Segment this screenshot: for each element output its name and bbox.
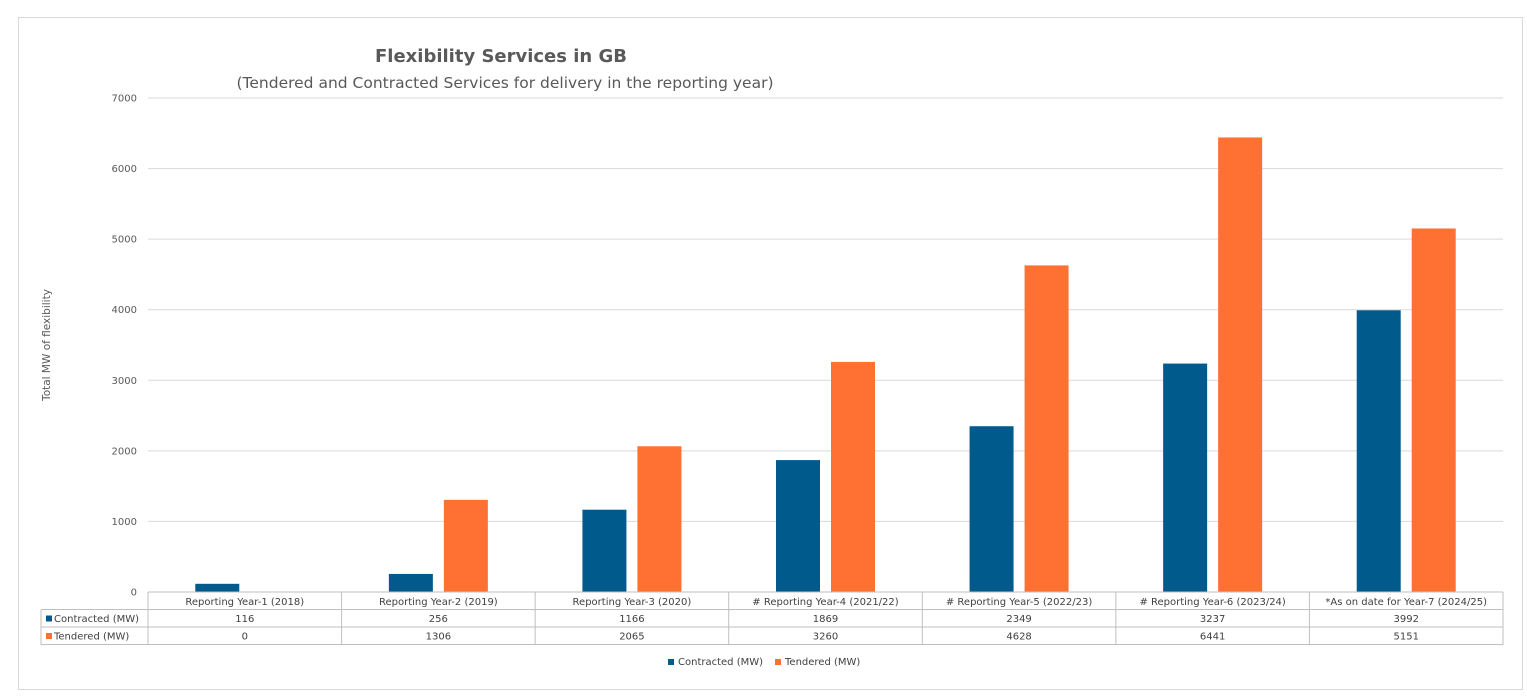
y-tick-label: 5000 [112,235,137,246]
bar-contracted [776,460,820,592]
x-tick-label: # Reporting Year-5 (2022/23) [946,597,1092,608]
y-tick-label: 7000 [112,94,137,105]
table-cell: 3237 [1200,614,1225,625]
bar-contracted [582,509,627,592]
bar-contracted [388,573,433,592]
chart-subtitle: (Tendered and Contracted Services for de… [237,74,774,92]
data-table: Reporting Year-1 (2018) Reporting Year-2 … [40,591,1504,645]
x-tick-label: *As on date for Year-7 (2024/25) [1325,597,1487,608]
chart-title: Flexibility Services in GB [375,46,627,67]
bar-tendered [637,446,682,592]
table-legend-key [46,615,52,622]
gridlines [148,97,1503,593]
y-tick-label: 4000 [112,305,137,316]
legend-label: Contracted (MW) [678,657,763,668]
y-tick-label: 2000 [112,446,137,457]
table-row-label: Tendered (MW) [53,632,129,643]
table-cell: 1869 [813,614,838,625]
x-tick-label: # Reporting Year-6 (2023/24) [1139,597,1285,608]
table-cell: 1166 [619,614,644,625]
y-axis-label: Total MW of flexibility [41,289,53,402]
bar-tendered [1218,137,1263,592]
bar-contracted [1356,310,1401,592]
y-tick-label: 0 [131,588,137,599]
bar-contracted [1163,363,1208,592]
y-tick-labels: 0 1000 2000 3000 4000 5000 6000 7000 [112,94,137,599]
bar-tendered [443,499,488,592]
x-tick-label: Reporting Year-2 (2019) [379,597,498,608]
table-cell: 4628 [1006,632,1031,643]
bars [195,137,1456,592]
table-cell: 5151 [1393,632,1418,643]
table-cell: 3992 [1393,614,1418,625]
legend-label: Tendered (MW) [784,657,860,668]
table-cell: 1306 [426,632,451,643]
table-cell: 116 [235,614,254,625]
bar-contracted [969,426,1014,592]
bar-tendered [1411,228,1456,592]
x-tick-label: Reporting Year-1 (2018) [185,597,304,608]
table-legend-key [46,633,52,639]
table-cell: 2065 [619,632,644,643]
table-cell: 256 [429,614,448,625]
legend: Contracted (MW) Tendered (MW) [668,657,860,668]
bar-contracted [195,583,240,592]
legend-key-contracted [668,659,674,665]
x-tick-label: Reporting Year-3 (2020) [573,597,692,608]
x-tick-label: # Reporting Year-4 (2021/22) [752,597,898,608]
table-cell: 0 [242,632,248,643]
y-tick-label: 3000 [112,376,137,387]
table-row-label: Contracted (MW) [54,614,139,625]
bar-tendered [1024,265,1069,592]
table-cell: 3260 [813,632,838,643]
y-tick-label: 6000 [112,164,137,175]
table-cell: 2349 [1006,614,1031,625]
bar-tendered [831,361,875,592]
y-tick-label: 1000 [112,517,137,528]
chart-frame [18,17,1523,690]
table-cell: 6441 [1200,632,1225,643]
legend-key-tendered [775,659,782,665]
